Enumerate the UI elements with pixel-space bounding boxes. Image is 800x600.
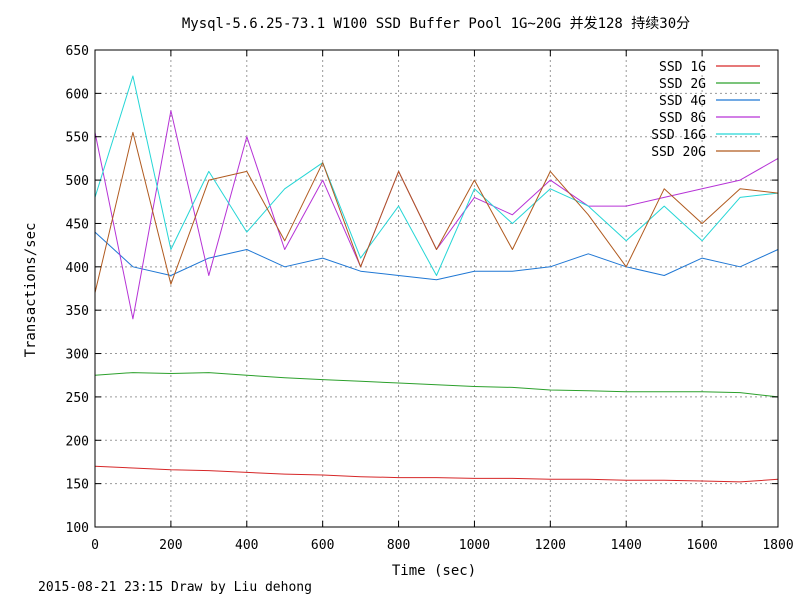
chart-title: Mysql-5.6.25-73.1 W100 SSD Buffer Pool 1… — [182, 15, 690, 32]
series-line-ssd-2g — [94, 372, 779, 398]
y-tick-label: 650 — [66, 44, 89, 59]
x-tick-label: 1600 — [686, 538, 717, 553]
footer-credit: 2015-08-21 23:15 Draw by Liu dehong — [38, 580, 312, 595]
series-line-ssd-4g — [94, 231, 779, 281]
x-tick-label: 1800 — [762, 538, 793, 553]
y-tick-label: 600 — [66, 87, 89, 102]
legend-label: SSD 4G — [659, 94, 706, 109]
x-tick-label: 1400 — [611, 538, 642, 553]
y-tick-label: 350 — [66, 304, 89, 319]
y-axis-label: Transactions/sec — [23, 223, 39, 358]
x-tick-label: 400 — [235, 538, 258, 553]
x-tick-label: 600 — [311, 538, 334, 553]
x-tick-label: 1200 — [535, 538, 566, 553]
grid — [95, 50, 778, 527]
series-line-ssd-20g — [94, 131, 779, 293]
series-line-ssd-1g — [94, 465, 779, 483]
series-line-ssd-16g — [94, 75, 779, 276]
series-lines — [94, 75, 779, 483]
y-tick-label: 150 — [66, 478, 89, 493]
y-tick-label: 550 — [66, 131, 89, 146]
plot-frame — [94, 49, 779, 528]
legend-label: SSD 8G — [659, 111, 706, 126]
x-axis-label: Time (sec) — [392, 563, 476, 579]
y-tick-label: 100 — [66, 521, 89, 536]
y-tick-label: 300 — [66, 348, 89, 363]
legend-label: SSD 2G — [659, 77, 706, 92]
x-tick-label: 1000 — [459, 538, 490, 553]
axis-ticks: 100 150 200 250 300 350 400 450 500 550 600 650 0 200… — [66, 44, 794, 553]
legend-label: SSD 20G — [651, 145, 706, 160]
y-tick-label: 200 — [66, 434, 89, 449]
x-tick-label: 0 — [91, 538, 99, 553]
legend-label: SSD 16G — [651, 128, 706, 143]
legend: SSD 1G SSD 2G SSD 4G SSD 8G SSD 16G SSD 20G — [651, 60, 760, 160]
x-tick-label: 200 — [159, 538, 182, 553]
y-tick-label: 450 — [66, 217, 89, 232]
x-tick-label: 800 — [387, 538, 410, 553]
y-tick-label: 400 — [66, 261, 89, 276]
legend-label: SSD 1G — [659, 60, 706, 75]
y-tick-label: 250 — [66, 391, 89, 406]
y-tick-label: 500 — [66, 174, 89, 189]
